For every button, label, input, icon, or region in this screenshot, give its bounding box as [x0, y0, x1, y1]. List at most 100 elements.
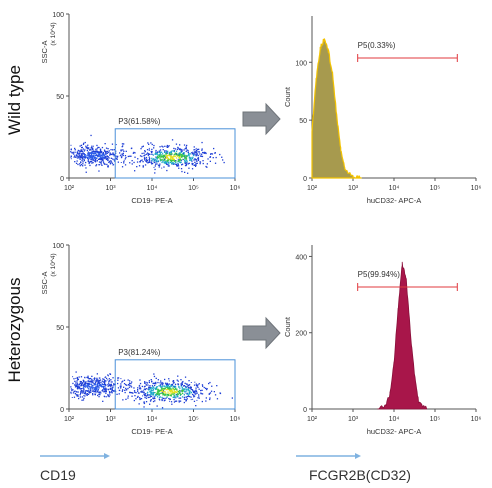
scatter-point	[101, 390, 103, 392]
scatter-point	[193, 159, 195, 161]
scatter-point	[89, 392, 91, 394]
scatter-point	[92, 393, 94, 395]
scatter-point	[176, 148, 179, 151]
scatter-point	[156, 161, 158, 163]
scatter-point	[108, 161, 110, 163]
scatter-point	[86, 149, 88, 152]
scatter-point	[94, 390, 97, 392]
scatter-point	[138, 385, 140, 387]
scatter-point	[191, 158, 194, 160]
scatter-point	[70, 386, 72, 388]
scatter-point	[181, 381, 183, 384]
scatter-point	[87, 384, 89, 386]
scatter-point	[161, 160, 164, 162]
scatter-point	[175, 150, 178, 152]
scatter-point	[125, 384, 127, 386]
scatter-point	[170, 154, 172, 156]
bottom-label-cd19: CD19	[40, 467, 76, 483]
scatter-point	[193, 146, 195, 148]
x-tick-label: 10²	[307, 185, 318, 192]
scatter-point	[107, 165, 109, 167]
scatter-point	[85, 384, 87, 386]
scatter-point	[195, 405, 197, 407]
scatter-point	[87, 148, 89, 150]
scatter-point	[183, 396, 185, 399]
scatter-point	[131, 392, 133, 394]
scatter-point	[161, 145, 163, 147]
scatter-point	[76, 382, 78, 384]
scatter-point	[106, 396, 107, 398]
scatter-point	[88, 157, 90, 159]
scatter-point	[78, 150, 80, 152]
scatter-point	[152, 394, 154, 396]
scatter-point	[161, 389, 163, 391]
scatter-point	[90, 157, 92, 159]
scatter-point	[168, 145, 170, 147]
scatter-point	[173, 386, 175, 388]
scatter-point	[183, 144, 186, 146]
scatter-point	[124, 155, 127, 157]
scatter-point	[148, 386, 150, 388]
scatter-point	[167, 384, 170, 387]
scatter-point	[161, 392, 163, 394]
scatter-point	[112, 158, 114, 160]
scatter-point	[153, 382, 155, 384]
scatter-point	[94, 377, 96, 379]
scatter-point	[84, 395, 86, 397]
scatter-point	[141, 390, 143, 392]
scatter-point	[179, 397, 182, 399]
scatter-point	[183, 152, 185, 154]
scatter-point	[143, 391, 145, 393]
scatter-point	[170, 156, 172, 159]
scatter-point	[181, 382, 183, 385]
scatter-point	[83, 391, 85, 393]
scatter-point	[184, 376, 187, 378]
scatter-point	[83, 384, 85, 386]
scatter-point	[141, 159, 143, 161]
scatter-point	[203, 152, 206, 154]
scatter-point	[219, 392, 221, 394]
scatter-point	[102, 160, 104, 162]
scatter-point	[162, 394, 164, 396]
scatter-point	[96, 155, 98, 156]
scatter-point	[147, 388, 149, 390]
scatter-point	[86, 156, 88, 158]
scatter-point	[95, 149, 97, 151]
x-tick-label: 10²	[307, 416, 318, 423]
scatter-point	[72, 151, 74, 153]
scatter-point	[147, 394, 149, 396]
scatter-point	[177, 380, 179, 382]
scatter-point	[87, 153, 89, 155]
scatter-point	[173, 398, 175, 401]
scatter-point	[146, 159, 149, 162]
scatter-point	[107, 374, 109, 376]
scatter-point	[84, 381, 86, 384]
gate-label: P3(81.24%)	[118, 348, 161, 357]
scatter-point	[191, 162, 193, 165]
scatter-point	[155, 149, 157, 152]
scatter-point	[84, 157, 86, 159]
scatter-point	[164, 145, 166, 147]
scatter-point	[172, 158, 174, 160]
scatter-point	[130, 386, 133, 388]
x-axis-label: huCD32- APC-A	[367, 427, 422, 436]
scatter-point	[151, 381, 153, 383]
scatter-point	[165, 155, 167, 157]
scatter-point	[85, 381, 87, 383]
scatter-point	[222, 159, 224, 161]
scatter-point	[75, 385, 77, 387]
scatter-point	[185, 386, 188, 388]
scatter-point	[104, 385, 106, 387]
scatter-point	[166, 395, 168, 397]
scatter-point	[128, 384, 130, 386]
scatter-point	[109, 161, 111, 163]
scatter-point	[87, 160, 89, 162]
scatter-point	[162, 388, 164, 390]
scatter-point	[177, 383, 179, 385]
scatter-point	[105, 154, 107, 155]
scatter-point	[83, 386, 85, 388]
scatter-point	[131, 395, 133, 397]
scatter-point	[98, 392, 101, 394]
scatter-point	[76, 377, 79, 379]
scatter-point	[161, 383, 163, 385]
